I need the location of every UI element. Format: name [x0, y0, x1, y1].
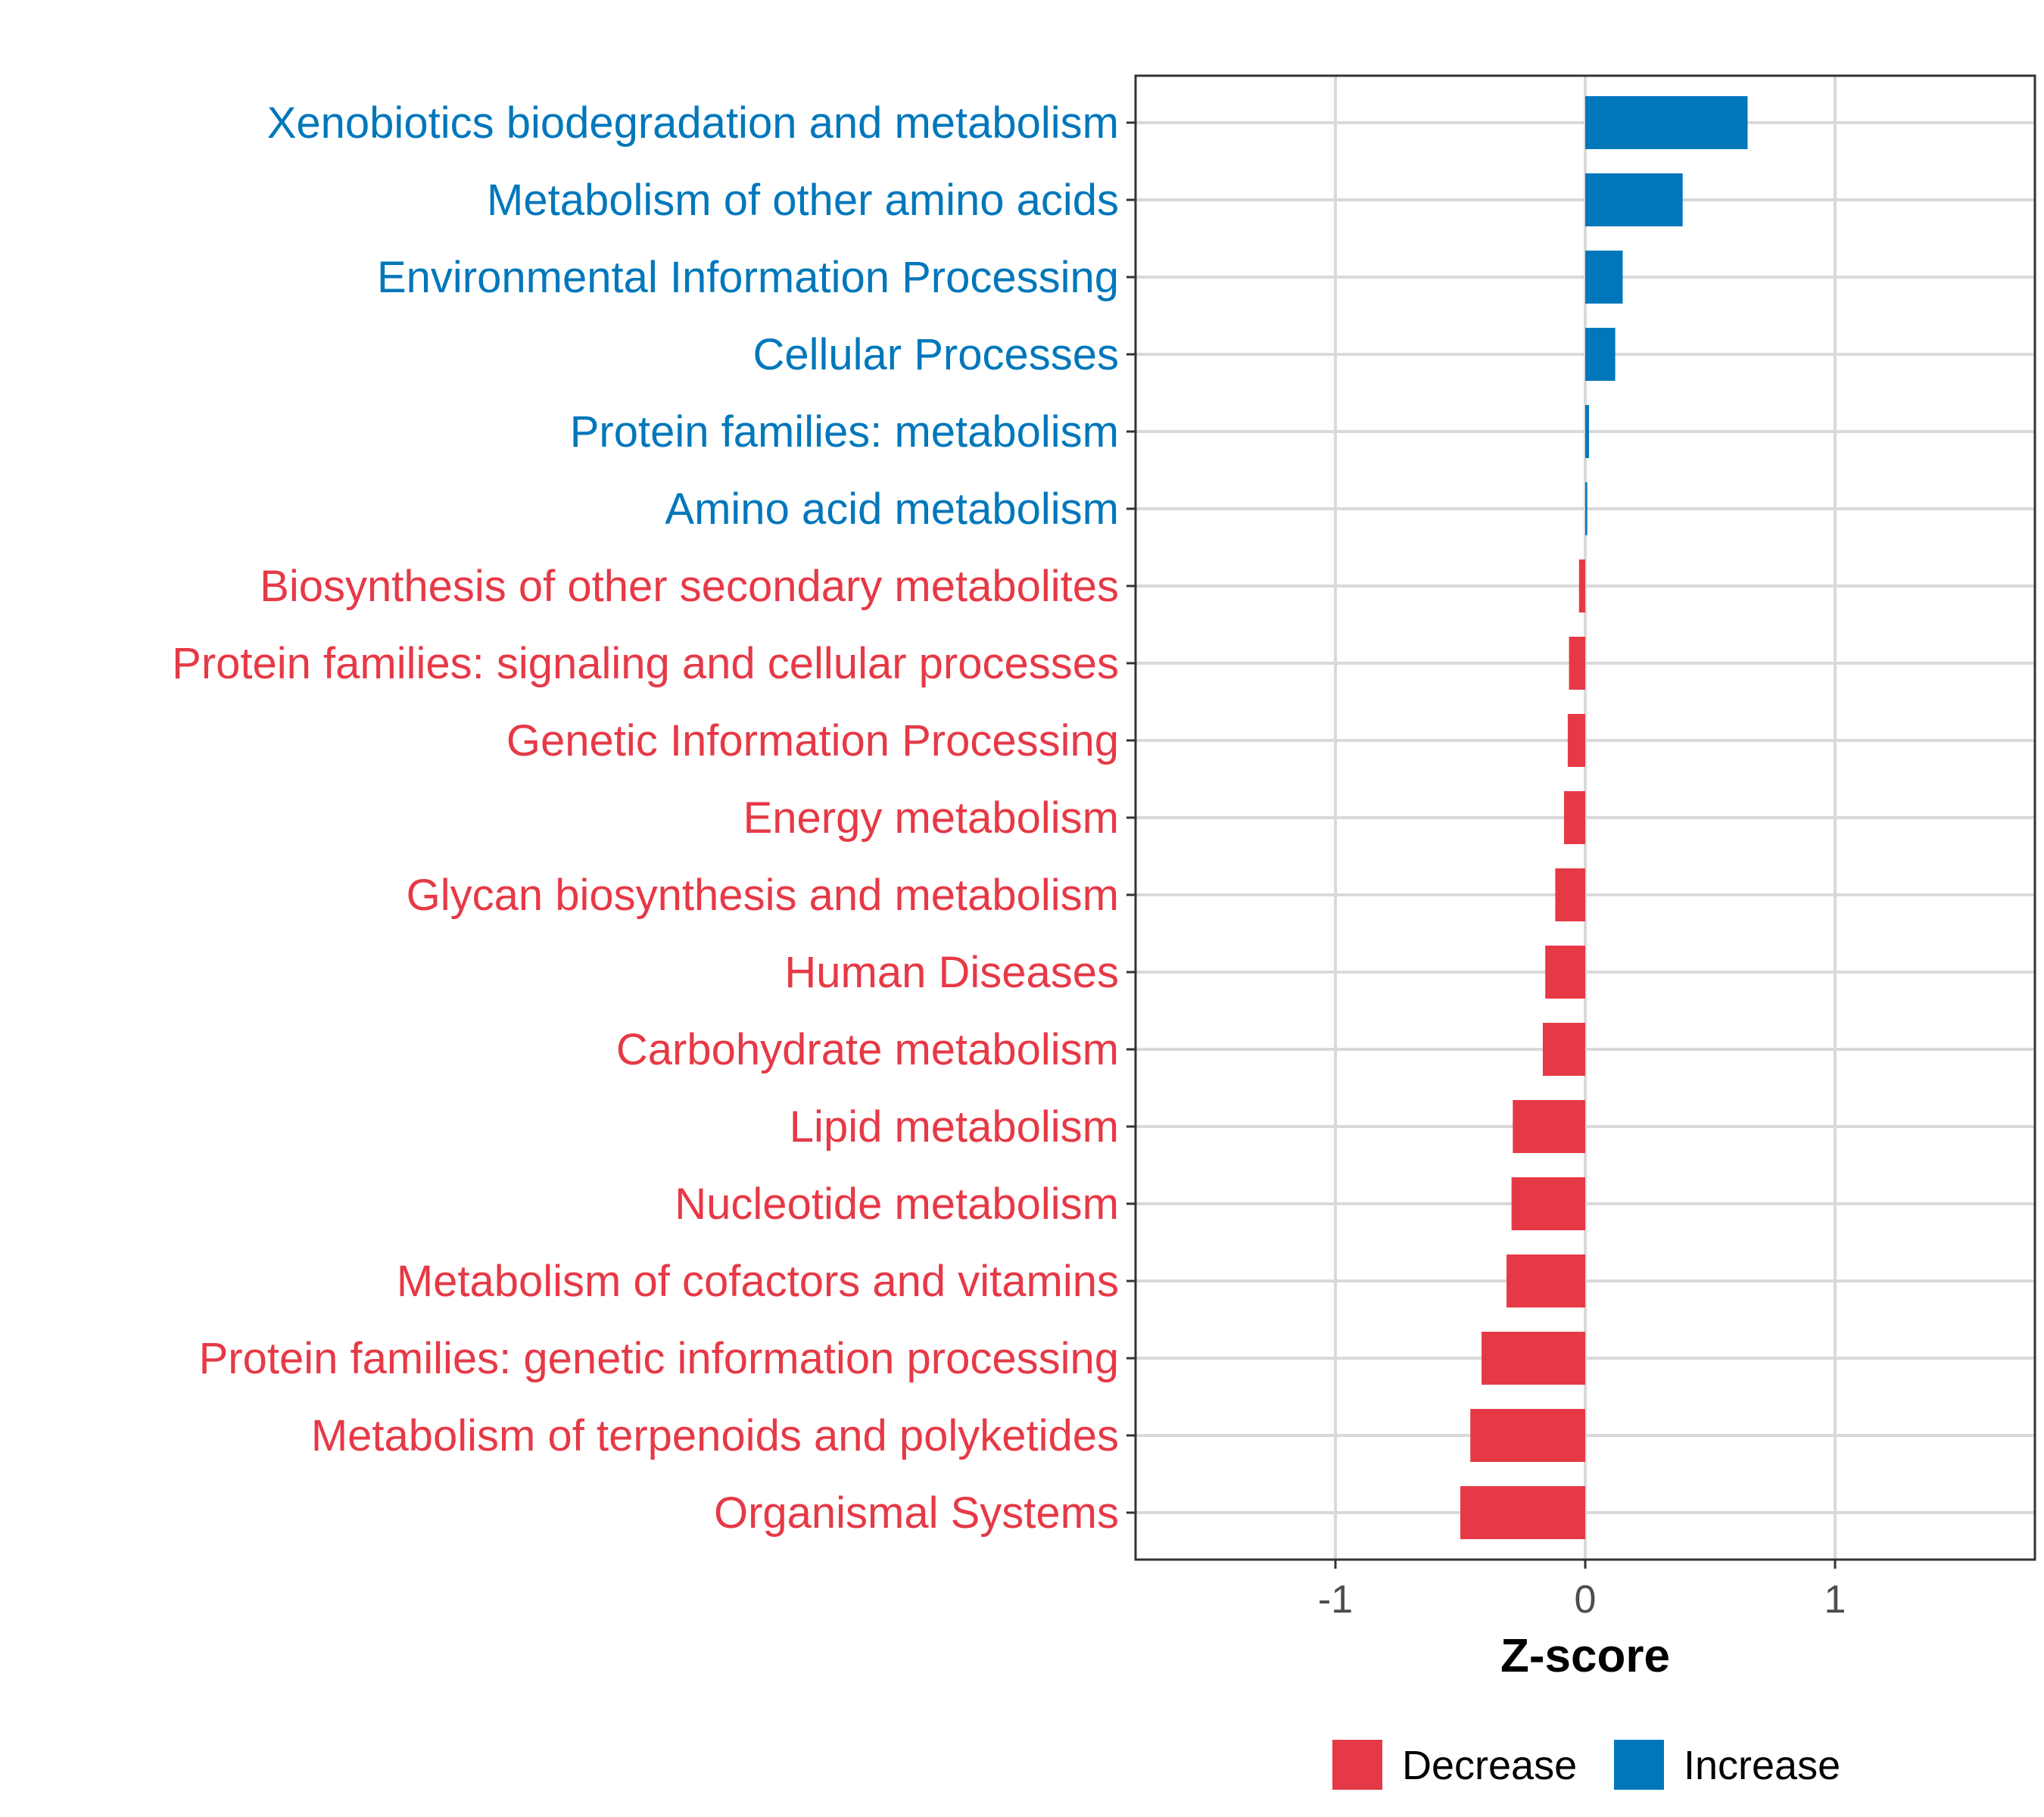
category-label-15: Metabolism of cofactors and vitamins — [397, 1257, 1119, 1306]
bar-16 — [1482, 1332, 1585, 1385]
legend: Decrease Increase — [1332, 1740, 1840, 1790]
legend-swatch-decrease — [1332, 1740, 1382, 1790]
bar-17 — [1470, 1409, 1585, 1462]
bars — [1460, 96, 1748, 1539]
category-label-8: Genetic Information Processing — [506, 716, 1119, 765]
x-axis-title: Z-score — [1500, 1630, 1670, 1682]
bar-18 — [1460, 1486, 1585, 1539]
y-axis-ticks: Xenobiotics biodegradation and metabolis… — [172, 98, 1136, 1538]
bar-2 — [1585, 251, 1623, 304]
category-label-13: Lipid metabolism — [790, 1102, 1119, 1152]
category-label-0: Xenobiotics biodegradation and metabolis… — [267, 98, 1119, 148]
bar-13 — [1513, 1100, 1585, 1153]
category-label-1: Metabolism of other amino acids — [487, 176, 1119, 225]
category-label-10: Glycan biosynthesis and metabolism — [407, 871, 1119, 920]
bar-5 — [1585, 482, 1588, 535]
bar-1 — [1585, 173, 1683, 226]
bar-9 — [1563, 791, 1585, 844]
x-tick-label-2: 1 — [1824, 1578, 1846, 1622]
legend-label-increase: Increase — [1684, 1743, 1840, 1788]
x-tick-label-1: 0 — [1575, 1578, 1597, 1622]
category-label-14: Nucleotide metabolism — [675, 1180, 1119, 1229]
category-label-2: Environmental Information Processing — [377, 253, 1119, 302]
bar-12 — [1542, 1023, 1585, 1076]
category-label-11: Human Diseases — [784, 948, 1119, 997]
bar-0 — [1585, 96, 1748, 149]
bar-7 — [1569, 637, 1585, 690]
category-label-18: Organismal Systems — [714, 1488, 1119, 1538]
bar-6 — [1578, 559, 1585, 612]
category-label-7: Protein families: signaling and cellular… — [172, 639, 1119, 688]
bar-8 — [1567, 714, 1585, 767]
legend-swatch-increase — [1614, 1740, 1664, 1790]
category-label-16: Protein families: genetic information pr… — [199, 1334, 1119, 1383]
category-label-4: Protein families: metabolism — [570, 407, 1119, 457]
category-label-9: Energy metabolism — [743, 793, 1119, 843]
bar-3 — [1585, 328, 1616, 381]
bar-14 — [1511, 1177, 1585, 1230]
bar-11 — [1545, 946, 1585, 999]
legend-label-decrease: Decrease — [1402, 1743, 1577, 1788]
bar-15 — [1507, 1254, 1585, 1307]
category-label-5: Amino acid metabolism — [665, 485, 1119, 534]
category-label-17: Metabolism of terpenoids and polyketides — [311, 1411, 1119, 1460]
category-label-3: Cellular Processes — [752, 330, 1119, 379]
category-label-12: Carbohydrate metabolism — [616, 1025, 1119, 1074]
x-axis-ticks: -1 0 1 — [1318, 1560, 1846, 1622]
bar-4 — [1585, 405, 1589, 458]
bar-10 — [1555, 868, 1585, 921]
category-label-6: Biosynthesis of other secondary metaboli… — [260, 562, 1119, 611]
x-tick-label-0: -1 — [1318, 1578, 1353, 1622]
